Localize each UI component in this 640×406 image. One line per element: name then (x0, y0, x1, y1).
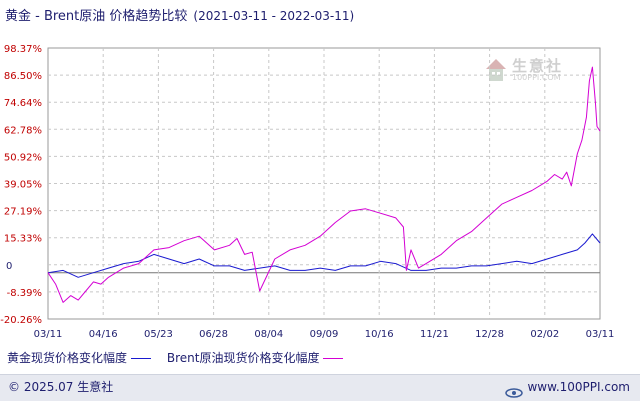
chart-title-text: 黄金 - Brent原油 价格趋势比较 (5, 9, 188, 24)
x-tick-label: 11/21 (420, 329, 449, 340)
x-tick-label: 03/11 (34, 329, 63, 340)
footer-site-link[interactable]: www.100PPI.com (527, 380, 630, 394)
legend-item-gold: 黄金现货价格变化幅度 (7, 349, 152, 367)
watermark-sub: 100PPI.COM (512, 73, 561, 82)
site-logo-icon (505, 382, 524, 398)
y-tick-label: -20.26% (0, 315, 42, 326)
y-tick-label: 15.33% (4, 234, 42, 245)
footer-site[interactable]: www.100PPI.com (505, 375, 630, 399)
x-tick-label: 04/16 (89, 329, 118, 340)
watermark-name: 生意社 (512, 57, 564, 75)
legend-item-brent: Brent原油现货价格变化幅度 (167, 349, 344, 367)
x-tick-label: 08/04 (254, 329, 283, 340)
y-tick-label: 0 (6, 261, 12, 272)
footer-bar: © 2025.07 生意社 www.100PPI.com (0, 374, 640, 401)
house-icon (486, 59, 506, 81)
legend-gold-swatch (131, 357, 152, 359)
chart-title: 黄金 - Brent原油 价格趋势比较 (2021-03-11 - 2022-03… (5, 4, 354, 28)
legend-brent-label: Brent原油现货价格变化幅度 (166, 351, 320, 365)
x-tick-label: 10/16 (365, 329, 394, 340)
legend-brent-swatch (323, 357, 344, 359)
x-tick-label: 06/28 (199, 329, 228, 340)
x-tick-label: 02/02 (530, 329, 559, 340)
chart-area: 98.37% 86.50% 74.64% 62.78% 50.92% 39.05% 27.1… (0, 44, 615, 340)
y-tick-label: 39.05% (4, 180, 42, 191)
watermark-logo: 生意社 100PPI.COM (484, 55, 576, 87)
chart-date-range: (2021-03-11 - 2022-03-11) (193, 9, 355, 23)
y-tick-label: 27.19% (4, 207, 42, 218)
brent-series-line (47, 66, 601, 303)
legend-gold-label: 黄金现货价格变化幅度 (7, 351, 128, 365)
footer-copyright: © 2025.07 生意社 (8, 380, 114, 394)
x-tick-label: 03/11 (586, 329, 615, 340)
y-tick-label: -8.39% (7, 288, 42, 299)
y-tick-label: 62.78% (4, 125, 42, 136)
y-tick-label: 98.37% (4, 44, 42, 55)
x-tick-label: 05/23 (144, 329, 173, 340)
y-tick-label: 50.92% (4, 152, 42, 163)
y-tick-label: 74.64% (4, 98, 42, 109)
chart-legend: 黄金现货价格变化幅度 Brent原油现货价格变化幅度 (7, 349, 355, 367)
x-tick-label: 09/09 (310, 329, 339, 340)
y-tick-label: 86.50% (4, 71, 42, 82)
x-tick-label: 12/28 (475, 329, 504, 340)
